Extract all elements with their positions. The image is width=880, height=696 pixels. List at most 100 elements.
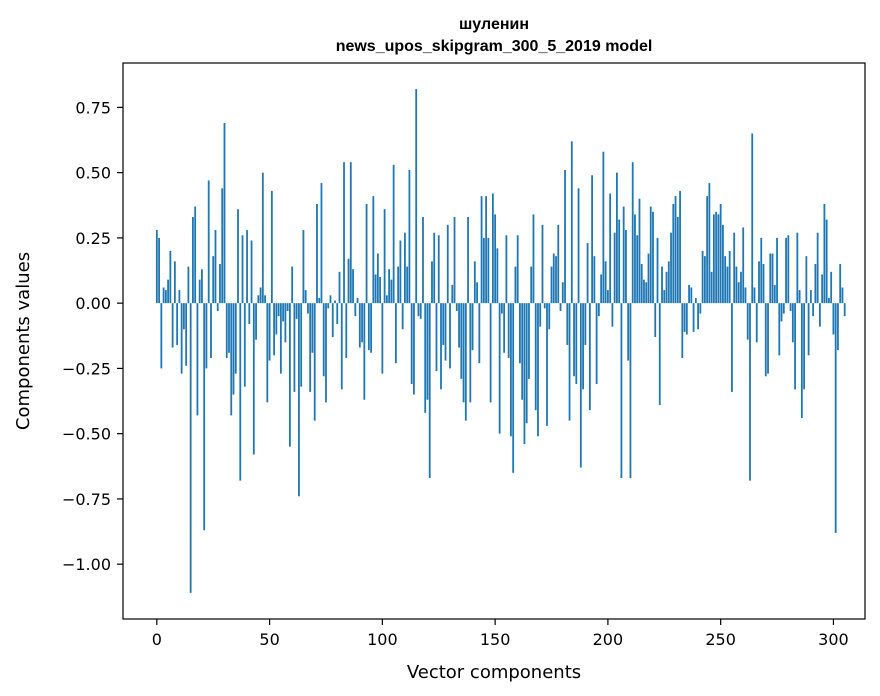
bar-253 <box>726 266 729 304</box>
bar-199 <box>604 261 607 304</box>
bar-126 <box>440 303 442 390</box>
bar-181 <box>564 170 566 304</box>
bar-293 <box>816 232 819 304</box>
bar-277 <box>780 303 783 322</box>
bar-81 <box>338 271 341 304</box>
bar-66 <box>304 290 307 304</box>
bar-93 <box>365 203 368 304</box>
bar-159 <box>514 266 517 304</box>
bar-272 <box>769 253 772 304</box>
bar-200 <box>606 290 609 304</box>
bar-154 <box>503 303 506 353</box>
bar-291 <box>812 303 815 317</box>
bar-109 <box>401 303 404 330</box>
bar-191 <box>586 243 589 304</box>
bar-114 <box>413 303 415 395</box>
bar-251 <box>722 224 724 304</box>
bar-27 <box>216 303 219 311</box>
bar-56 <box>282 303 285 322</box>
bar-91 <box>361 303 363 343</box>
bar-252 <box>724 256 727 304</box>
bar-197 <box>600 274 603 304</box>
bar-295 <box>821 274 824 304</box>
bar-169 <box>537 303 539 437</box>
bar-283 <box>794 303 796 390</box>
bar-33 <box>230 303 233 416</box>
bar-198 <box>602 151 605 304</box>
bar-163 <box>523 303 526 445</box>
x-tick-label: 300 <box>818 630 849 649</box>
bar-261 <box>744 287 747 304</box>
bar-157 <box>510 303 512 437</box>
bar-193 <box>591 175 593 304</box>
bar-34 <box>232 303 235 395</box>
bar-233 <box>681 303 684 358</box>
bar-58 <box>286 303 289 311</box>
bar-106 <box>394 303 397 364</box>
bar-178 <box>557 224 560 304</box>
x-axis-label: Vector components <box>407 662 581 683</box>
bar-164 <box>525 303 528 424</box>
bar-120 <box>426 303 429 400</box>
bar-130 <box>449 303 451 369</box>
bar-138 <box>467 217 469 304</box>
bar-147 <box>487 237 490 304</box>
bar-270 <box>764 303 767 377</box>
bar-262 <box>746 303 749 340</box>
bar-182 <box>566 303 569 345</box>
y-tick-label: −0.75 <box>62 490 111 509</box>
bar-102 <box>385 295 388 304</box>
bar-122 <box>431 261 433 304</box>
bar-129 <box>446 224 449 304</box>
bar-135 <box>460 303 463 379</box>
bar-145 <box>482 237 485 304</box>
bar-13 <box>185 303 188 366</box>
bar-167 <box>532 214 535 304</box>
y-tick-label: −0.50 <box>62 425 111 444</box>
bar-305 <box>843 303 846 317</box>
bar-146 <box>485 196 487 304</box>
bar-196 <box>597 303 600 317</box>
bar-264 <box>751 133 754 304</box>
bar-275 <box>776 237 778 304</box>
bar-127 <box>442 303 445 345</box>
y-tick-label: 0.25 <box>75 229 111 248</box>
bar-284 <box>796 232 799 304</box>
bar-118 <box>422 217 424 304</box>
bar-288 <box>805 256 808 304</box>
bar-175 <box>550 266 553 304</box>
bar-28 <box>219 264 221 304</box>
bar-278 <box>782 303 785 314</box>
bar-131 <box>451 284 454 304</box>
bar-4 <box>164 290 167 304</box>
bar-18 <box>196 303 199 416</box>
bar-17 <box>194 206 197 304</box>
bar-236 <box>688 284 690 304</box>
chart-title-line2: news_upos_skipgram_300_5_2019 model <box>336 38 653 55</box>
bar-204 <box>616 172 618 304</box>
bar-180 <box>561 282 564 304</box>
bar-123 <box>433 232 436 304</box>
bar-83 <box>343 162 345 304</box>
bar-61 <box>293 303 296 392</box>
bar-248 <box>715 211 718 304</box>
bar-210 <box>629 303 632 479</box>
bar-263 <box>749 303 751 481</box>
bar-75 <box>325 303 327 403</box>
bar-168 <box>534 303 537 411</box>
bar-281 <box>789 303 792 311</box>
bar-65 <box>302 230 305 304</box>
bar-15 <box>189 303 192 593</box>
bar-268 <box>760 237 763 304</box>
bar-238 <box>692 303 695 332</box>
bar-242 <box>701 250 704 304</box>
x-tick-label: 200 <box>593 630 624 649</box>
bar-73 <box>320 183 323 304</box>
bar-280 <box>787 235 790 304</box>
y-tick-label: 0.50 <box>75 164 111 183</box>
bar-11 <box>180 303 183 374</box>
bar-300 <box>832 303 835 335</box>
bar-113 <box>410 303 413 385</box>
bar-117 <box>419 303 422 319</box>
